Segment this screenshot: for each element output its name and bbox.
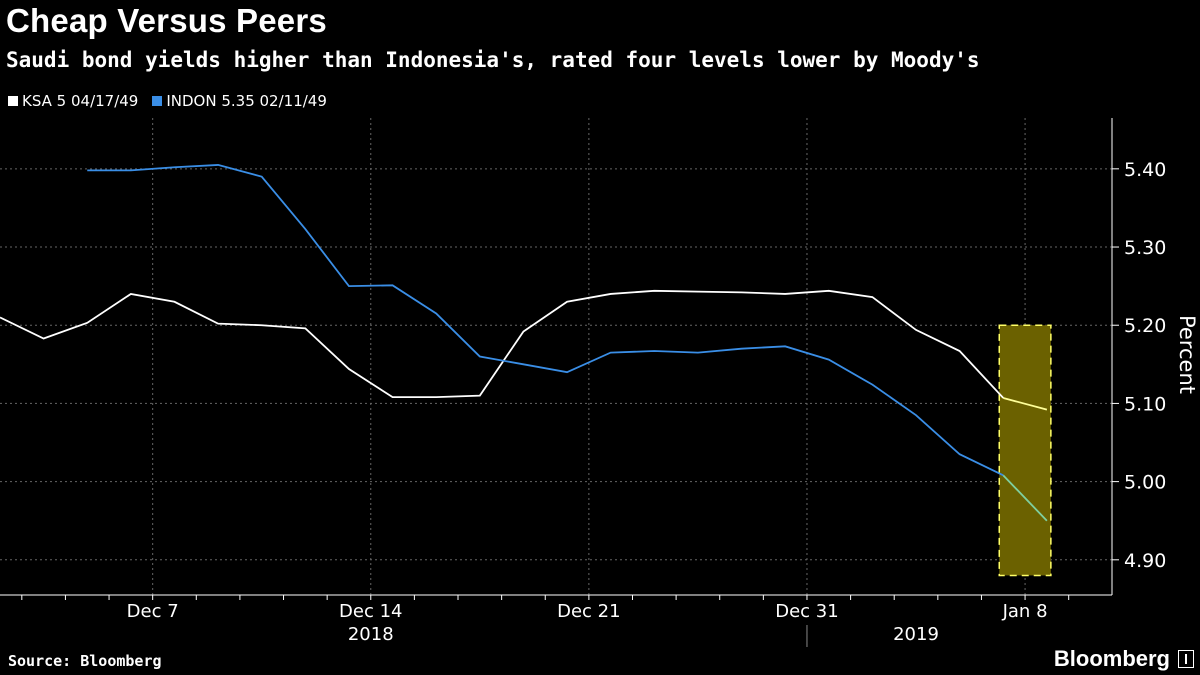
- chart-subtitle: Saudi bond yields higher than Indonesia'…: [6, 48, 980, 72]
- x-tick-label: Dec 21: [557, 601, 620, 622]
- series-highlight-segment-0: [1003, 397, 1048, 411]
- year-label: 2019: [893, 624, 939, 645]
- bloomberg-logo: Bloomberg: [1053, 646, 1170, 671]
- chart-title: Cheap Versus Peers: [6, 2, 327, 39]
- y-axis-title: Percent: [1175, 315, 1199, 394]
- legend: KSA 5 04/17/49 INDON 5.35 02/11/49: [8, 92, 327, 110]
- y-tick-label: 5.10: [1124, 393, 1166, 415]
- series-line-1: [87, 164, 1004, 477]
- terminal-icon: [1178, 650, 1194, 668]
- y-tick-label: 5.20: [1124, 315, 1166, 337]
- source-note: Source: Bloomberg: [8, 652, 162, 670]
- y-tick-label: 4.90: [1124, 550, 1166, 572]
- legend-item-indon: INDON 5.35 02/11/49: [152, 92, 327, 110]
- x-tick-label: Dec 31: [775, 601, 838, 622]
- y-tick-label: 5.40: [1124, 159, 1166, 181]
- year-label: 2018: [348, 624, 394, 645]
- y-tick-label: 5.00: [1124, 472, 1166, 494]
- x-tick-label: Dec 7: [127, 601, 179, 622]
- legend-swatch-ksa: [8, 96, 18, 106]
- highlight-box: [998, 324, 1052, 577]
- x-tick-label: Dec 14: [339, 601, 402, 622]
- legend-label-ksa: KSA 5 04/17/49: [22, 92, 139, 110]
- y-tick-label: 5.30: [1124, 237, 1166, 259]
- series-line-0: [0, 289, 1004, 399]
- x-tick-label: Jan 8: [1002, 601, 1048, 622]
- legend-label-indon: INDON 5.35 02/11/49: [166, 92, 327, 110]
- legend-item-ksa: KSA 5 04/17/49: [8, 92, 138, 110]
- legend-swatch-indon: [152, 96, 163, 106]
- series-highlight-segment-1: [1002, 474, 1048, 522]
